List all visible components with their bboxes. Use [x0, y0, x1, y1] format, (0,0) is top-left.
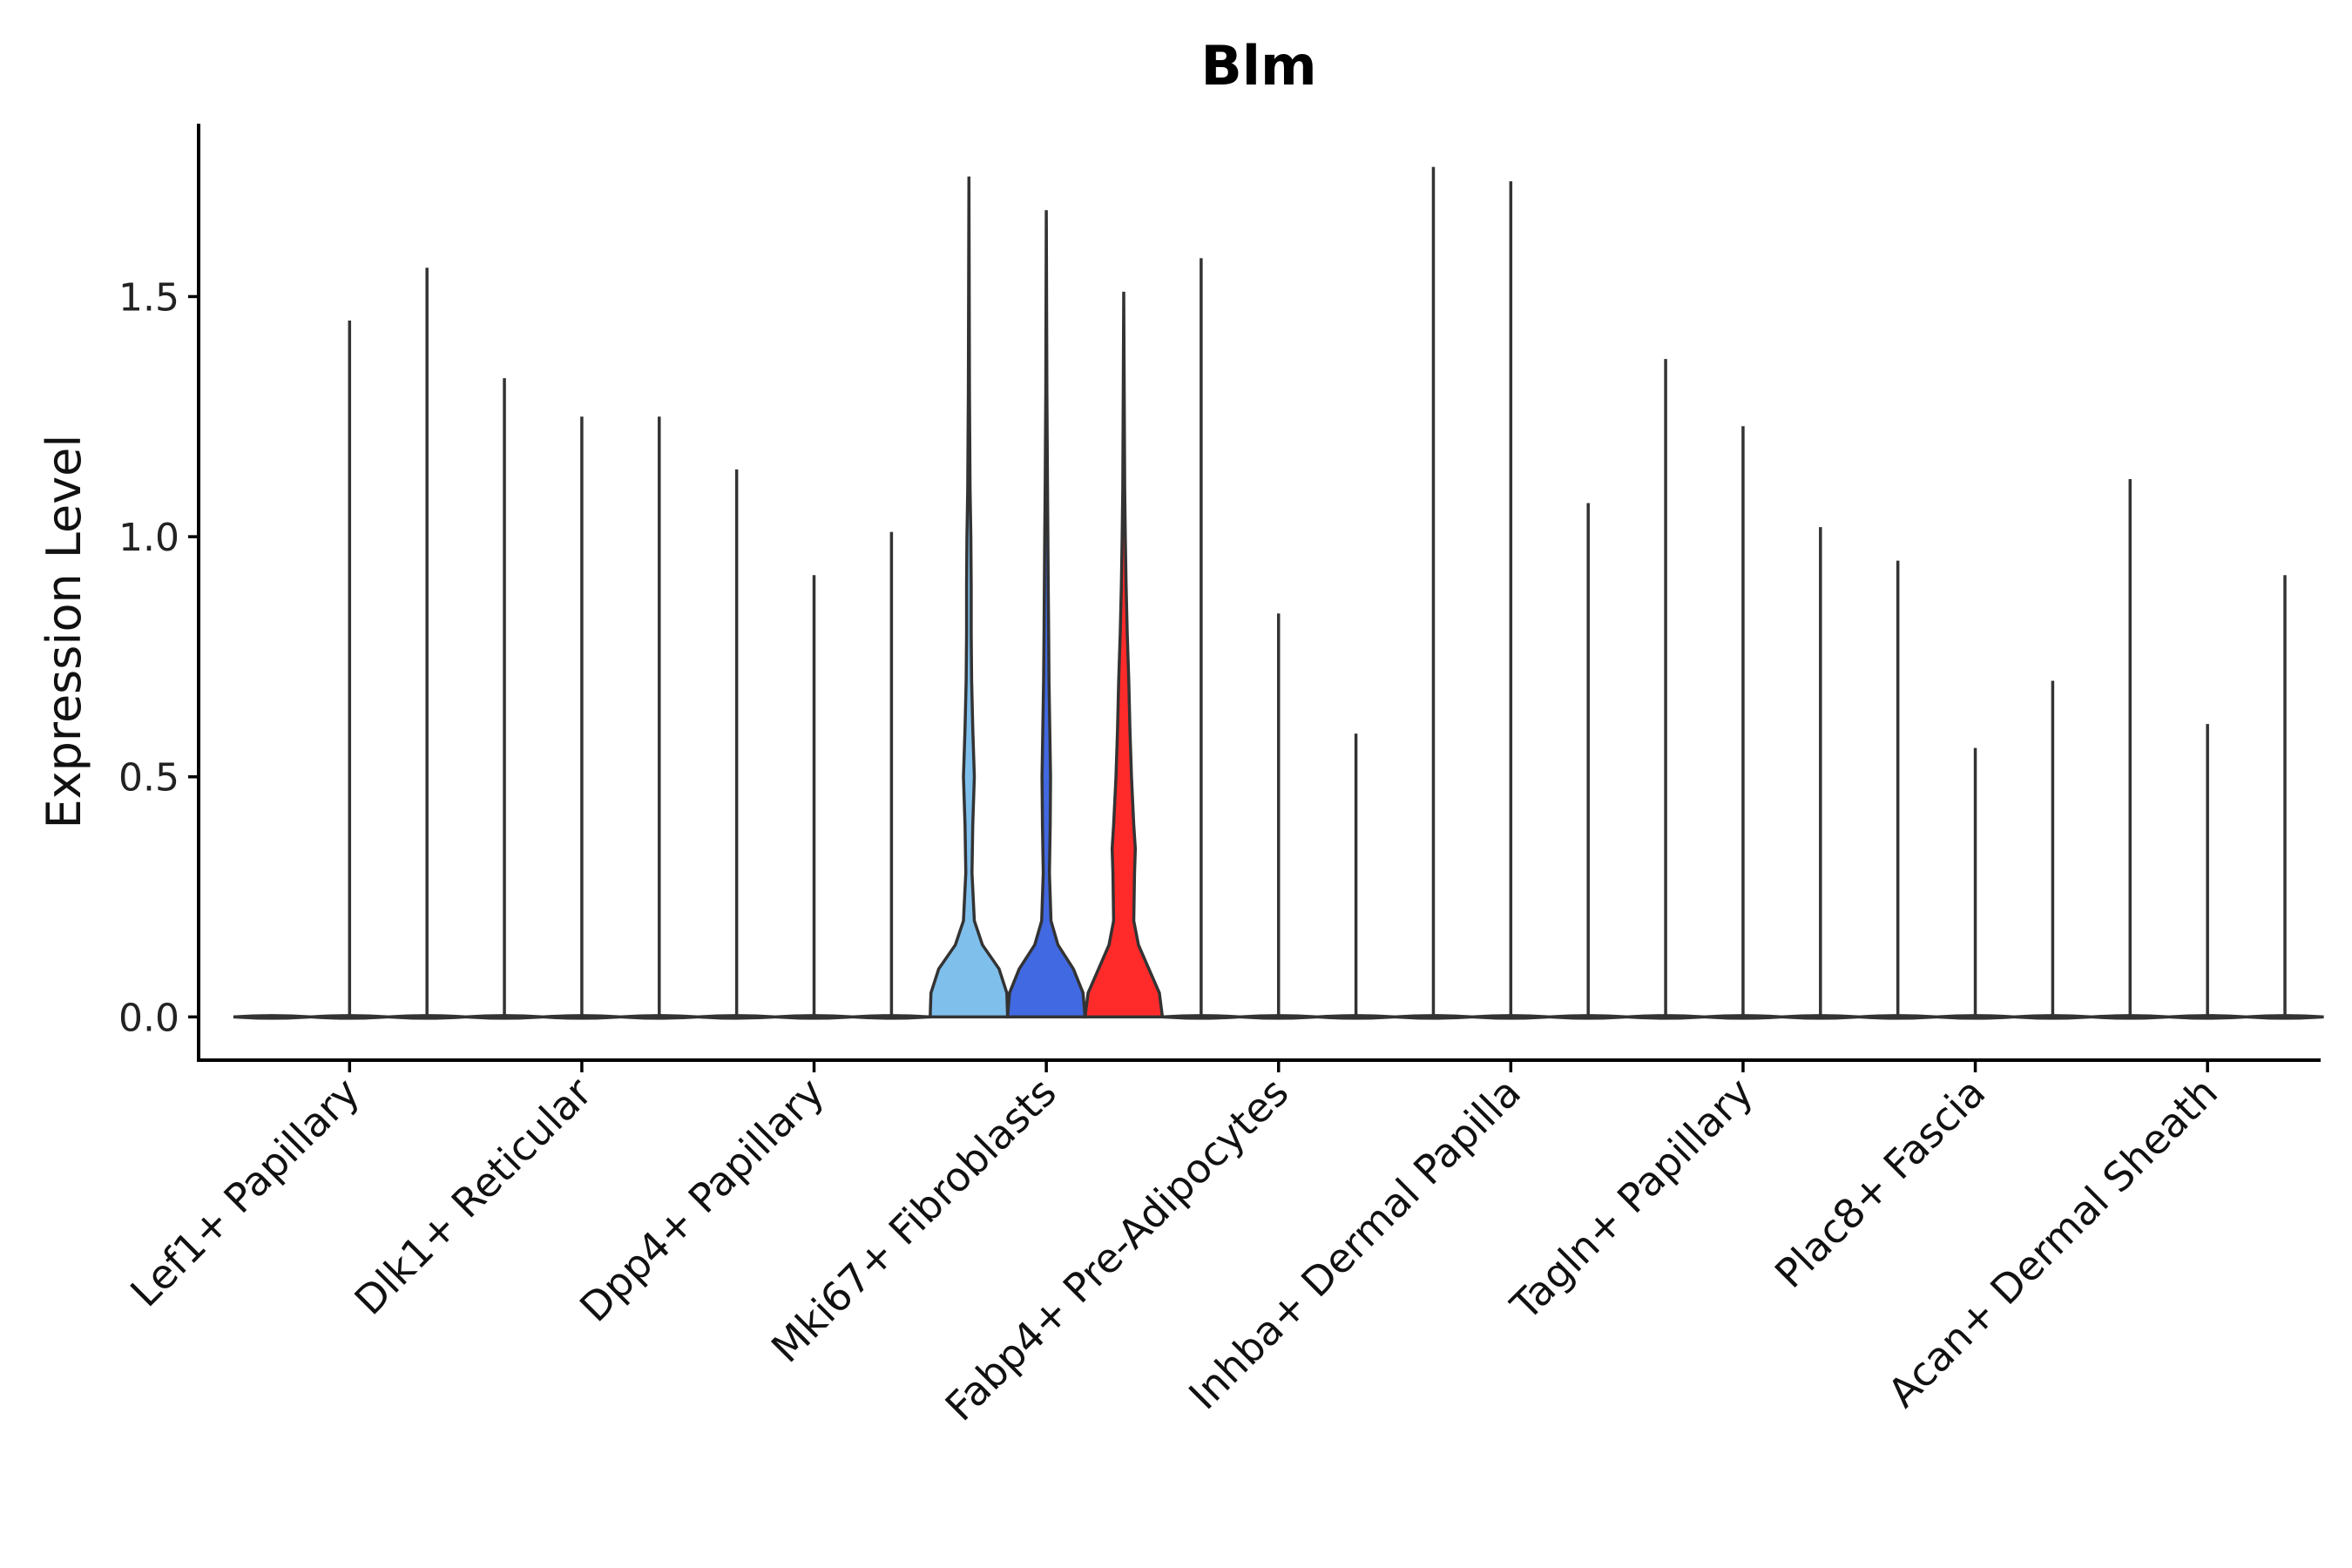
- y-tick-label: 0.5: [118, 756, 179, 801]
- violin-3-1: [1005, 210, 1087, 1019]
- y-tick-label: 1.0: [118, 516, 179, 560]
- y-axis-ticks: 0.0 0.5 1.0 1.5: [118, 275, 199, 1040]
- y-tick-label: 0.0: [118, 996, 179, 1040]
- chart-title: Blm: [1200, 34, 1316, 98]
- y-tick-label: 1.5: [118, 275, 179, 320]
- x-tick-label: Tagln+ Papillary: [1501, 1069, 1762, 1330]
- x-tick-label: Dlk1+ Reticular: [345, 1069, 600, 1324]
- x-tick-label: Plac8+ Fascia: [1766, 1069, 1994, 1297]
- violin-3-0: [928, 176, 1010, 1019]
- y-axis-label: Expression Level: [37, 435, 91, 829]
- violin-base-0-0: [233, 1014, 312, 1020]
- violin-3-2: [1083, 291, 1165, 1019]
- violin-base-8-2: [2246, 1014, 2324, 1020]
- x-tick-label: Dpp4+ Papillary: [571, 1069, 833, 1331]
- plot-area: [233, 166, 2324, 1020]
- x-tick-label: Lef1+ Papillary: [121, 1069, 368, 1316]
